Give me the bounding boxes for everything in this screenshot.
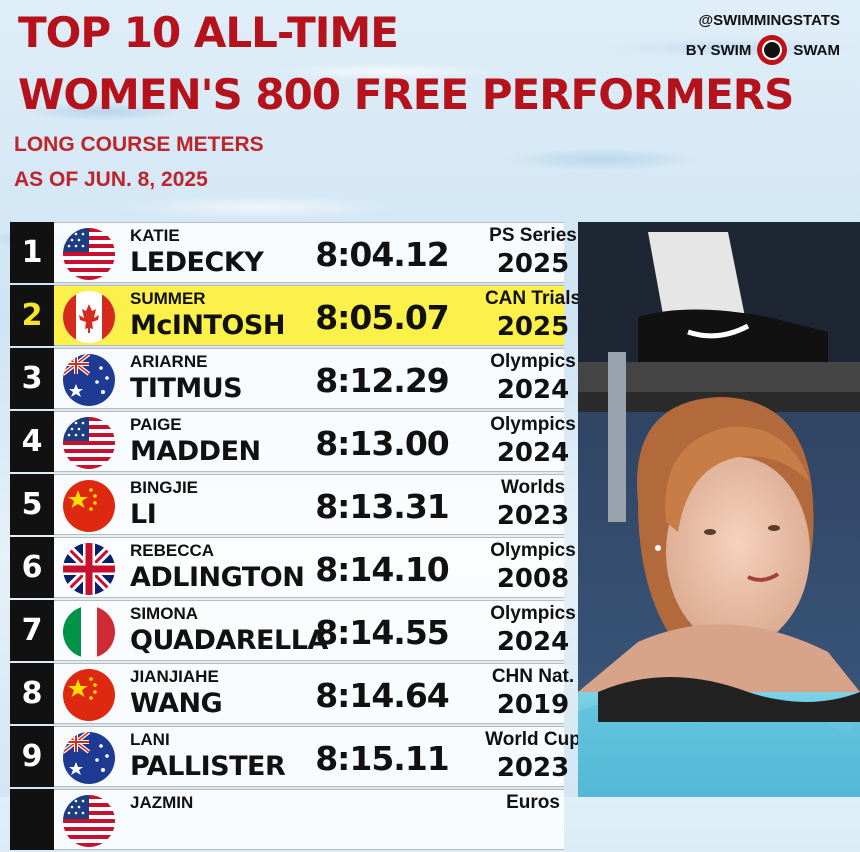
swim-time: 8:04.12 <box>315 235 450 274</box>
ranking-row: 4 PAIGE MADDEN 8:13.00 Olympics 2024 <box>10 411 576 472</box>
ranking-row: 7 SIMONA QUADARELLA 8:14.55 Olympics 2024 <box>10 600 576 661</box>
meet-year: 2023 <box>496 501 570 531</box>
swimmer-last-name: TITMUS <box>130 373 243 404</box>
swim-time: 8:14.10 <box>315 550 450 589</box>
row-body: PAIGE MADDEN 8:13.00 Olympics 2024 <box>54 411 576 472</box>
meet-name: CAN Trials <box>484 288 582 309</box>
ranking-row: 3 ARIARNE TITMUS 8:12.29 Olympics 2024 <box>10 348 576 409</box>
uk-flag-icon <box>63 543 115 595</box>
ranking-row: 5 BINGJIE LI 8:13.31 Worlds 2023 <box>10 474 569 535</box>
brand-handle: @SWIMMINGSTATS <box>698 12 840 29</box>
meet-year: 2019 <box>496 690 570 720</box>
meet-name: Worlds <box>500 477 566 498</box>
china-flag-icon <box>63 480 115 532</box>
rank-number: 5 <box>10 474 54 535</box>
meet-year: 2025 <box>496 249 570 279</box>
australia-flag-icon <box>63 732 115 784</box>
swimmer-first-name: KATIE <box>130 226 180 245</box>
brand-name: SWAM <box>793 41 840 59</box>
swimmer-first-name: LANI <box>130 730 170 749</box>
italy-flag-icon <box>63 606 115 658</box>
row-body: REBECCA ADLINGTON 8:14.10 Olympics 2008 <box>54 537 576 598</box>
swim-time: 8:15.11 <box>315 739 450 778</box>
ranking-row: 2 SUMMER McINTOSH 8:05.07 CAN Trials 2025 <box>10 285 581 346</box>
meet-year: 2023 <box>496 753 570 783</box>
australia-flag-icon <box>63 354 115 406</box>
row-body: ARIARNE TITMUS 8:12.29 Olympics 2024 <box>54 348 576 409</box>
rankings-table: 1 KATIE LEDECKY 8:04.12 PS Series 2025 2 SUMMER… <box>10 222 581 852</box>
swim-time: 8:14.55 <box>315 613 450 652</box>
row-body: JAZMIN Euros <box>54 789 564 850</box>
row-body: SUMMER McINTOSH 8:05.07 CAN Trials 2025 <box>54 285 581 346</box>
meet-year: 2024 <box>496 438 570 468</box>
swimmer-first-name: PAIGE <box>130 415 182 434</box>
rank-number: 7 <box>10 600 54 661</box>
meet-name: World Cup <box>485 729 581 750</box>
swimmer-first-name: JIANJIAHE <box>130 667 219 686</box>
meet-name: Olympics <box>490 603 576 624</box>
swimmer-last-name: MADDEN <box>130 436 261 467</box>
ranking-row: 6 REBECCA ADLINGTON 8:14.10 Olympics 2008 <box>10 537 576 598</box>
row-body: KATIE LEDECKY 8:04.12 PS Series 2025 <box>54 222 577 283</box>
china-flag-icon <box>63 669 115 721</box>
swim-time: 8:14.64 <box>315 676 450 715</box>
rank-number: 6 <box>10 537 54 598</box>
swimswam-logo-icon <box>757 35 788 65</box>
row-body: BINGJIE LI 8:13.31 Worlds 2023 <box>54 474 569 535</box>
meet-name: Olympics <box>490 540 576 561</box>
swimmer-last-name: WANG <box>130 688 223 719</box>
subtitle-date: AS OF JUN. 8, 2025 <box>14 168 208 191</box>
swimmer-photo <box>578 222 860 797</box>
swimmer-first-name: ARIARNE <box>130 352 208 371</box>
swim-time: 8:13.31 <box>315 487 450 526</box>
swimmer-first-name: SUMMER <box>130 289 206 308</box>
swimmer-last-name: LEDECKY <box>130 247 264 278</box>
swimmer-last-name: McINTOSH <box>130 310 285 341</box>
meet-year: 2024 <box>496 375 570 405</box>
subtitle-course: LONG COURSE METERS <box>14 133 264 156</box>
ranking-row: JAZMIN Euros <box>10 789 564 850</box>
ranking-row: 9 LANI PALLISTER 8:15.11 World Cup 2023 <box>10 726 581 787</box>
canada-flag-icon <box>63 291 115 343</box>
meet-name: Olympics <box>490 351 576 372</box>
ranking-row: 1 KATIE LEDECKY 8:04.12 PS Series 2025 <box>10 222 577 283</box>
swimmer-last-name: PALLISTER <box>130 751 286 782</box>
ranking-row: 8 JIANJIAHE WANG 8:14.64 CHN Nat. 2019 <box>10 663 574 724</box>
swimmer-last-name: LI <box>130 499 157 530</box>
page-title-line1: TOP 10 ALL-TIME <box>18 8 399 57</box>
swim-time: 8:12.29 <box>315 361 450 400</box>
rank-number: 8 <box>10 663 54 724</box>
rank-number: 9 <box>10 726 54 787</box>
swimmer-first-name: JAZMIN <box>130 793 194 812</box>
brand-by: BY SWIM <box>685 41 752 59</box>
rank-number: 4 <box>10 411 54 472</box>
meet-year: 2024 <box>496 627 570 657</box>
swim-time: 8:05.07 <box>315 298 450 337</box>
meet-name: Euros <box>506 792 560 813</box>
rank-number: 1 <box>10 222 54 283</box>
swimmer-last-name: QUADARELLA <box>130 625 328 656</box>
usa-flag-icon <box>63 795 115 847</box>
row-body: LANI PALLISTER 8:15.11 World Cup 2023 <box>54 726 581 787</box>
swimmer-last-name: ADLINGTON <box>130 562 305 593</box>
page-title-line2: WOMEN'S 800 FREE PERFORMERS <box>18 70 794 119</box>
row-body: SIMONA QUADARELLA 8:14.55 Olympics 2024 <box>54 600 576 661</box>
swimmer-first-name: REBECCA <box>130 541 215 560</box>
swim-time: 8:13.00 <box>315 424 450 463</box>
rank-number <box>10 789 54 850</box>
rank-number: 3 <box>10 348 54 409</box>
row-body: JIANJIAHE WANG 8:14.64 CHN Nat. 2019 <box>54 663 574 724</box>
usa-flag-icon <box>63 417 115 469</box>
usa-flag-icon <box>63 228 115 280</box>
meet-name: PS Series <box>489 225 577 246</box>
meet-year: 2008 <box>496 564 570 594</box>
meet-name: Olympics <box>490 414 576 435</box>
rank-number: 2 <box>10 285 54 346</box>
swimmer-first-name: BINGJIE <box>130 478 199 497</box>
swimmer-first-name: SIMONA <box>130 604 198 623</box>
meet-name: CHN Nat. <box>491 666 575 687</box>
meet-year: 2025 <box>496 312 570 342</box>
brand-credit: @SWIMMINGSTATS BY SWIM SWAM <box>686 12 840 65</box>
